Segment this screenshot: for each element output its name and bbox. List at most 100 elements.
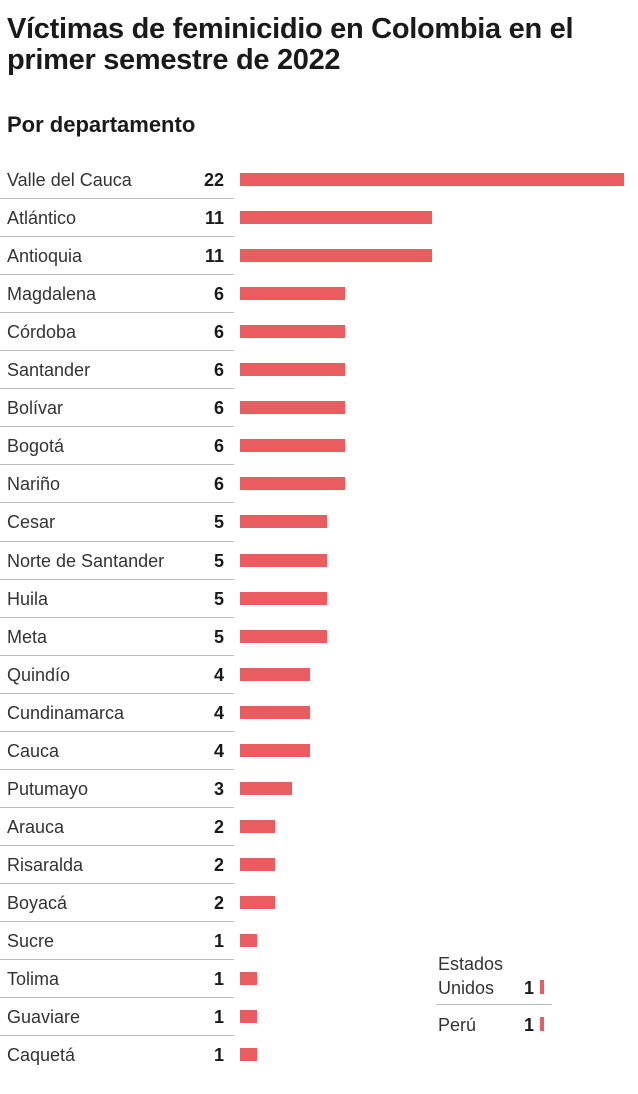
value-label: 1 <box>523 978 534 998</box>
value-label: 1 <box>213 931 224 951</box>
value-label: 2 <box>213 854 224 875</box>
category-label: Arauca <box>7 816 65 837</box>
row-separator <box>0 236 234 238</box>
row-separator <box>0 578 234 580</box>
row-separator <box>0 844 234 846</box>
category-label: Bogotá <box>7 436 65 457</box>
category-label: Risaralda <box>7 854 84 875</box>
row-separator <box>0 882 234 884</box>
value-label: 6 <box>213 284 224 305</box>
row-separator <box>0 350 234 352</box>
value-label: 6 <box>213 474 224 495</box>
bar <box>240 1048 258 1062</box>
row-separator <box>0 730 234 732</box>
value-label: 6 <box>213 322 224 343</box>
category-label: Huila <box>7 588 49 609</box>
category-label: Sucre <box>7 931 55 951</box>
row-separator <box>0 274 234 276</box>
value-label: 3 <box>213 778 224 799</box>
category-label: Putumayo <box>7 778 89 799</box>
value-label: 11 <box>204 246 224 267</box>
chart-subtitle: Por departamento <box>7 112 196 137</box>
value-label: 11 <box>204 208 224 229</box>
bar <box>240 781 293 795</box>
bar <box>240 743 310 757</box>
row-separator <box>436 1004 552 1005</box>
row-separator <box>0 654 234 656</box>
value-label: 1 <box>213 969 224 990</box>
row-separator <box>0 464 234 466</box>
category-label: Cesar <box>7 512 56 533</box>
value-label: 2 <box>213 892 224 913</box>
value-label: 22 <box>203 170 224 190</box>
value-label: 4 <box>213 740 224 761</box>
value-label: 5 <box>213 512 224 533</box>
row-separator <box>0 768 234 770</box>
row-separator <box>0 959 234 961</box>
row-separator <box>0 426 234 428</box>
value-label: 4 <box>213 664 224 685</box>
bar <box>240 477 345 491</box>
bar <box>240 591 328 605</box>
row-separator <box>0 540 234 542</box>
category-label: Meta <box>7 626 48 647</box>
bar <box>240 857 275 871</box>
value-label: 4 <box>213 702 224 723</box>
bar <box>240 819 275 833</box>
category-label: Bolívar <box>7 398 64 419</box>
row-separator <box>0 997 234 999</box>
category-label: Santander <box>7 360 91 381</box>
value-label: 5 <box>213 626 224 647</box>
chart-title: Víctimas de feminicidio en Colombia en e… <box>7 13 574 76</box>
value-label: 2 <box>213 816 224 837</box>
value-label: 5 <box>213 588 224 609</box>
bar <box>240 173 624 186</box>
category-label: Guaviare <box>7 1007 81 1028</box>
bar <box>240 287 345 301</box>
category-label: Córdoba <box>7 322 77 343</box>
value-label: 1 <box>213 1007 224 1028</box>
bar <box>240 325 345 339</box>
row-separator <box>0 921 234 922</box>
category-label: Nariño <box>7 474 61 495</box>
bar <box>240 249 432 263</box>
value-label: 6 <box>213 398 224 419</box>
bar <box>240 515 328 529</box>
bar <box>540 980 544 994</box>
category-label: Cauca <box>7 740 60 761</box>
category-label: Atlántico <box>7 208 77 229</box>
bar <box>240 705 310 719</box>
category-label: Perú <box>438 1015 477 1035</box>
bar <box>240 439 345 453</box>
row-separator <box>0 806 234 808</box>
bar <box>240 972 258 986</box>
category-label: Estados Unidos <box>438 954 504 998</box>
row-separator <box>0 1035 234 1037</box>
bar <box>240 1010 258 1024</box>
row-separator <box>0 312 234 314</box>
category-label: Tolima <box>7 969 60 990</box>
category-label: Cundinamarca <box>7 702 125 723</box>
value-label: 6 <box>213 436 224 457</box>
category-label: Norte de Santander <box>7 550 165 571</box>
bar <box>240 667 310 681</box>
category-label: Valle del Cauca <box>7 170 132 190</box>
category-label: Magdalena <box>7 284 97 305</box>
value-label: 1 <box>523 1015 534 1035</box>
row-separator <box>0 616 234 618</box>
value-label: 5 <box>213 550 224 571</box>
bar <box>240 895 275 909</box>
category-label: Quindío <box>7 664 71 685</box>
bar <box>240 629 328 643</box>
bar <box>240 363 345 377</box>
category-label: Antioquia <box>7 246 83 267</box>
value-label: 1 <box>213 1045 224 1066</box>
row-separator <box>0 692 234 694</box>
bar <box>240 553 328 567</box>
category-label: Boyacá <box>7 892 68 913</box>
bar <box>240 934 258 947</box>
bar <box>540 1017 544 1031</box>
bar <box>240 401 345 415</box>
category-label: Caquetá <box>7 1045 76 1066</box>
